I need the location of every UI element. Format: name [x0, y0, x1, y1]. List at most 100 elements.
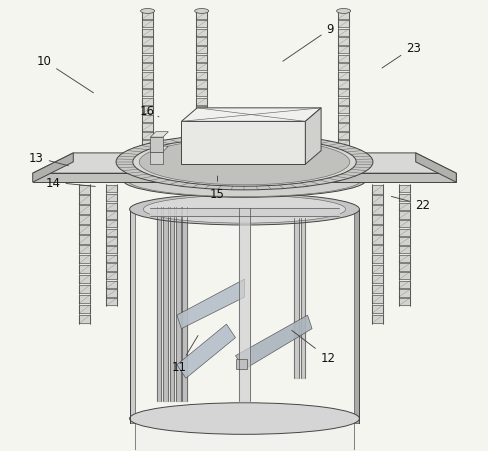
Polygon shape: [338, 21, 348, 28]
Polygon shape: [338, 64, 348, 71]
Polygon shape: [338, 47, 348, 54]
Polygon shape: [196, 64, 207, 71]
Polygon shape: [398, 255, 409, 262]
Polygon shape: [79, 226, 90, 234]
Polygon shape: [338, 90, 348, 97]
Polygon shape: [79, 186, 90, 194]
Polygon shape: [79, 305, 90, 313]
Polygon shape: [79, 216, 90, 224]
Polygon shape: [196, 90, 207, 97]
Polygon shape: [371, 186, 382, 194]
Polygon shape: [371, 235, 382, 244]
Text: 16: 16: [140, 104, 159, 118]
Polygon shape: [79, 206, 90, 214]
Polygon shape: [106, 221, 117, 228]
Ellipse shape: [194, 9, 208, 14]
Polygon shape: [398, 186, 409, 193]
Polygon shape: [398, 272, 409, 280]
Polygon shape: [142, 21, 153, 28]
Polygon shape: [142, 124, 153, 131]
Polygon shape: [181, 122, 305, 165]
Polygon shape: [79, 266, 90, 274]
Text: 23: 23: [381, 41, 420, 69]
Polygon shape: [106, 264, 117, 271]
Polygon shape: [196, 55, 207, 63]
Polygon shape: [196, 141, 207, 148]
Polygon shape: [142, 141, 153, 148]
Ellipse shape: [141, 9, 154, 14]
Polygon shape: [338, 141, 348, 148]
Polygon shape: [398, 264, 409, 271]
Polygon shape: [371, 245, 382, 254]
Polygon shape: [106, 272, 117, 280]
Text: 10: 10: [37, 55, 93, 94]
Polygon shape: [338, 55, 348, 63]
Polygon shape: [371, 216, 382, 224]
Polygon shape: [398, 290, 409, 297]
Polygon shape: [371, 276, 382, 284]
Polygon shape: [150, 147, 168, 152]
Polygon shape: [142, 47, 153, 54]
Ellipse shape: [332, 162, 354, 167]
Polygon shape: [79, 285, 90, 294]
Polygon shape: [305, 109, 321, 165]
Polygon shape: [106, 229, 117, 236]
Polygon shape: [371, 196, 382, 204]
Polygon shape: [338, 107, 348, 114]
Polygon shape: [338, 115, 348, 123]
Text: 15: 15: [210, 177, 224, 201]
Polygon shape: [398, 229, 409, 236]
Polygon shape: [196, 38, 207, 46]
Polygon shape: [398, 221, 409, 228]
Polygon shape: [398, 281, 409, 288]
Text: 13: 13: [29, 152, 68, 166]
Polygon shape: [196, 98, 207, 106]
Polygon shape: [338, 133, 348, 140]
Ellipse shape: [143, 196, 345, 224]
Polygon shape: [196, 124, 207, 131]
Polygon shape: [196, 73, 207, 80]
Polygon shape: [398, 194, 409, 202]
Polygon shape: [371, 256, 382, 264]
Polygon shape: [398, 238, 409, 245]
Polygon shape: [196, 47, 207, 54]
Polygon shape: [79, 235, 90, 244]
Polygon shape: [33, 153, 455, 174]
Polygon shape: [338, 98, 348, 106]
Polygon shape: [142, 64, 153, 71]
Text: 9: 9: [282, 23, 333, 62]
Polygon shape: [106, 281, 117, 288]
Polygon shape: [106, 212, 117, 219]
Polygon shape: [150, 152, 163, 165]
Polygon shape: [415, 153, 455, 183]
Polygon shape: [142, 38, 153, 46]
Ellipse shape: [139, 140, 349, 185]
Ellipse shape: [122, 163, 366, 198]
Polygon shape: [106, 194, 117, 202]
Polygon shape: [33, 153, 73, 183]
Ellipse shape: [133, 138, 355, 187]
Polygon shape: [142, 13, 153, 20]
Polygon shape: [142, 30, 153, 37]
Polygon shape: [196, 133, 207, 140]
Polygon shape: [142, 73, 153, 80]
Polygon shape: [338, 73, 348, 80]
Polygon shape: [79, 276, 90, 284]
Polygon shape: [196, 115, 207, 123]
Polygon shape: [196, 21, 207, 28]
Ellipse shape: [129, 194, 359, 226]
Polygon shape: [338, 81, 348, 88]
Ellipse shape: [129, 403, 359, 434]
Polygon shape: [371, 305, 382, 313]
Polygon shape: [338, 30, 348, 37]
Polygon shape: [142, 115, 153, 123]
Polygon shape: [142, 98, 153, 106]
Polygon shape: [371, 266, 382, 274]
Polygon shape: [129, 210, 135, 423]
Polygon shape: [177, 324, 235, 378]
Text: 14: 14: [45, 176, 95, 189]
Polygon shape: [235, 315, 311, 369]
Ellipse shape: [332, 158, 354, 163]
Ellipse shape: [336, 9, 350, 14]
Ellipse shape: [127, 164, 361, 197]
